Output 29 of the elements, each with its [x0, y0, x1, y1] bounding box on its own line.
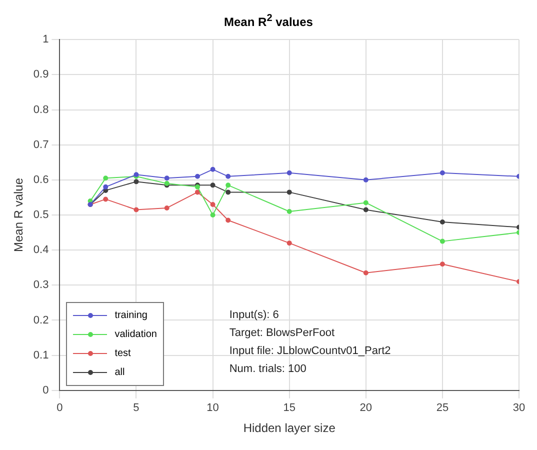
y-tick-label: 0.7: [33, 138, 49, 151]
legend-label: test: [114, 348, 131, 360]
y-tick-label: 0.8: [33, 104, 49, 116]
x-tick-label: 5: [133, 402, 140, 414]
x-tick-label: 15: [283, 402, 296, 414]
x-tick-label: 30: [512, 402, 526, 414]
y-tick-label: 0.2: [33, 314, 49, 326]
x-tick-label: 20: [360, 402, 372, 414]
annotation: Input(s): 6: [229, 308, 280, 324]
y-tick-label: 0.5: [33, 209, 49, 222]
y-axis-title: Mean R value: [12, 178, 26, 252]
annotation: Target: BlowsPerFoot: [229, 326, 336, 342]
y-tick-label: 0: [42, 384, 49, 396]
legend-label: validation: [114, 329, 157, 340]
legend-label: all: [114, 367, 125, 378]
x-axis-title: Hidden layer size: [243, 421, 336, 436]
y-tick-label: 0.6: [33, 174, 49, 186]
annotation: Input file: JLblowCountv01_Part2: [229, 344, 391, 360]
y-tick-label: 0.4: [33, 244, 49, 256]
annotation: Num. trials: 100: [229, 362, 308, 378]
x-tick-label: 0: [56, 402, 63, 414]
x-tick-label: 25: [436, 402, 449, 414]
chart-title: Mean R$^{2}$ values: [223, 12, 314, 30]
y-tick-label: 0.1: [33, 349, 49, 362]
y-tick-label: 1: [42, 34, 49, 46]
x-tick-label: 10: [206, 402, 219, 414]
legend-label: training: [114, 310, 148, 322]
y-tick-label: 0.9: [33, 68, 49, 81]
y-tick-label: 0.3: [33, 279, 49, 292]
